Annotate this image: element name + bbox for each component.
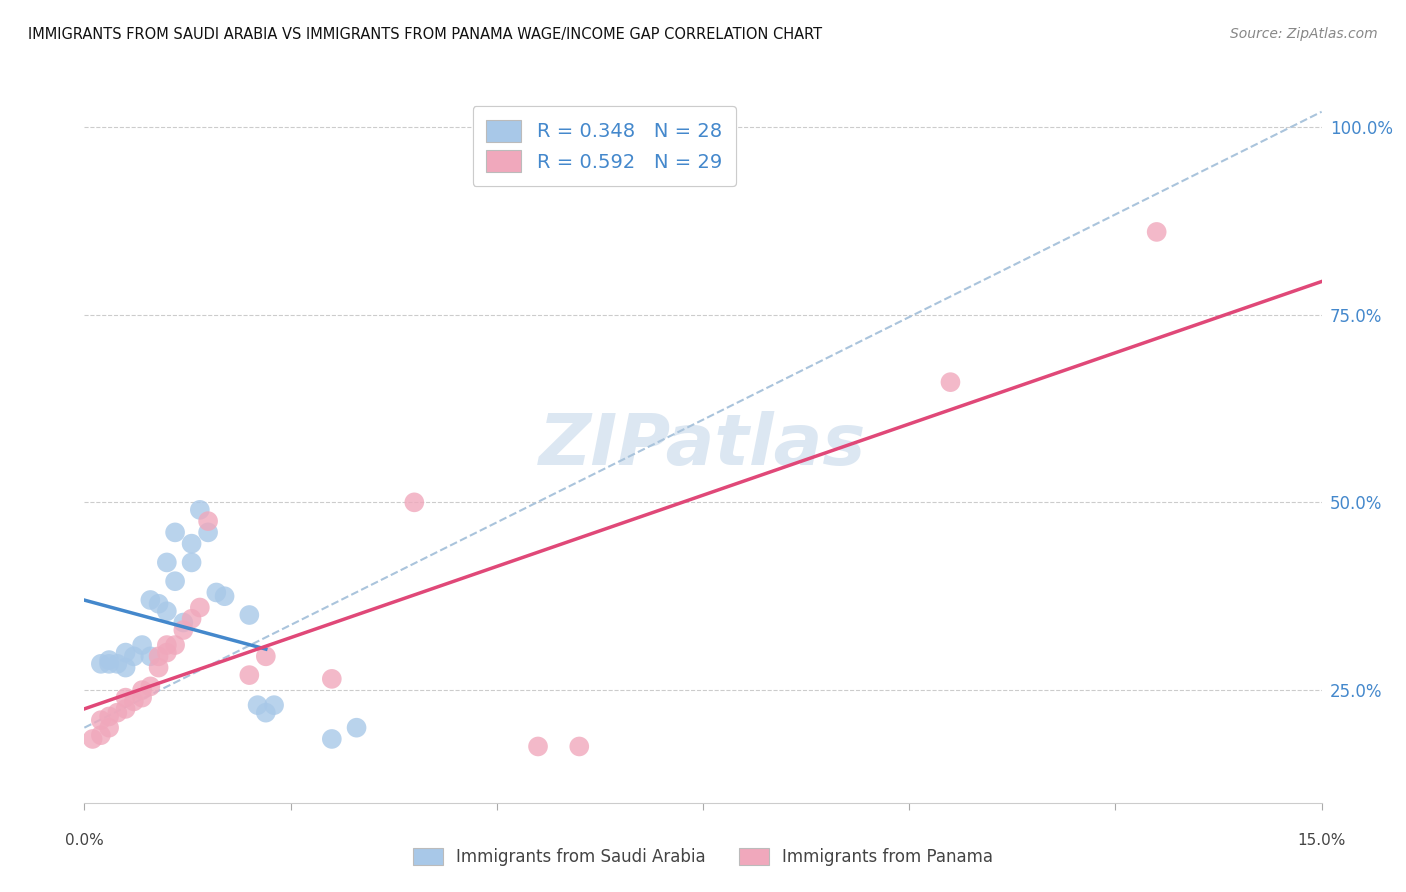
Point bbox=[148, 649, 170, 664]
Point bbox=[90, 728, 112, 742]
Point bbox=[1146, 225, 1168, 239]
Point bbox=[98, 653, 121, 667]
Text: IMMIGRANTS FROM SAUDI ARABIA VS IMMIGRANTS FROM PANAMA WAGE/INCOME GAP CORRELATI: IMMIGRANTS FROM SAUDI ARABIA VS IMMIGRAN… bbox=[28, 27, 823, 42]
Point bbox=[131, 638, 153, 652]
Point bbox=[568, 739, 591, 754]
Point bbox=[939, 375, 962, 389]
Point bbox=[254, 706, 277, 720]
Point bbox=[114, 702, 136, 716]
Point bbox=[156, 556, 179, 570]
Legend: R = 0.348   N = 28, R = 0.592   N = 29: R = 0.348 N = 28, R = 0.592 N = 29 bbox=[472, 106, 735, 186]
Point bbox=[246, 698, 269, 713]
Point bbox=[172, 615, 194, 630]
Point bbox=[321, 672, 343, 686]
Point bbox=[139, 679, 162, 693]
Text: Source: ZipAtlas.com: Source: ZipAtlas.com bbox=[1230, 27, 1378, 41]
Point bbox=[165, 638, 187, 652]
Point bbox=[214, 589, 236, 603]
Point bbox=[180, 536, 202, 550]
Point bbox=[180, 556, 202, 570]
Point bbox=[197, 514, 219, 528]
Point bbox=[188, 503, 211, 517]
Point bbox=[105, 657, 128, 671]
Point bbox=[148, 597, 170, 611]
Point bbox=[131, 683, 153, 698]
Point bbox=[90, 657, 112, 671]
Point bbox=[527, 739, 550, 754]
Point bbox=[263, 698, 285, 713]
Point bbox=[105, 706, 128, 720]
Point bbox=[238, 607, 260, 622]
Point bbox=[98, 657, 121, 671]
Point bbox=[114, 646, 136, 660]
Point bbox=[197, 525, 219, 540]
Point bbox=[180, 612, 202, 626]
Text: 15.0%: 15.0% bbox=[1298, 833, 1346, 848]
Point bbox=[156, 646, 179, 660]
Point bbox=[205, 585, 228, 599]
Point bbox=[346, 721, 368, 735]
Point bbox=[188, 600, 211, 615]
Point bbox=[122, 649, 145, 664]
Point bbox=[131, 690, 153, 705]
Point bbox=[98, 709, 121, 723]
Point bbox=[90, 713, 112, 727]
Point bbox=[165, 574, 187, 589]
Point bbox=[254, 649, 277, 664]
Text: ZIPatlas: ZIPatlas bbox=[540, 411, 866, 481]
Point bbox=[156, 604, 179, 618]
Legend: Immigrants from Saudi Arabia, Immigrants from Panama: Immigrants from Saudi Arabia, Immigrants… bbox=[405, 840, 1001, 875]
Point bbox=[98, 721, 121, 735]
Point bbox=[114, 660, 136, 674]
Point bbox=[172, 623, 194, 637]
Point bbox=[404, 495, 426, 509]
Point bbox=[321, 731, 343, 746]
Point bbox=[156, 638, 179, 652]
Point bbox=[238, 668, 260, 682]
Point bbox=[82, 731, 104, 746]
Text: 0.0%: 0.0% bbox=[65, 833, 104, 848]
Point bbox=[148, 660, 170, 674]
Point bbox=[122, 694, 145, 708]
Point bbox=[114, 690, 136, 705]
Point bbox=[165, 525, 187, 540]
Point bbox=[139, 649, 162, 664]
Point bbox=[139, 593, 162, 607]
